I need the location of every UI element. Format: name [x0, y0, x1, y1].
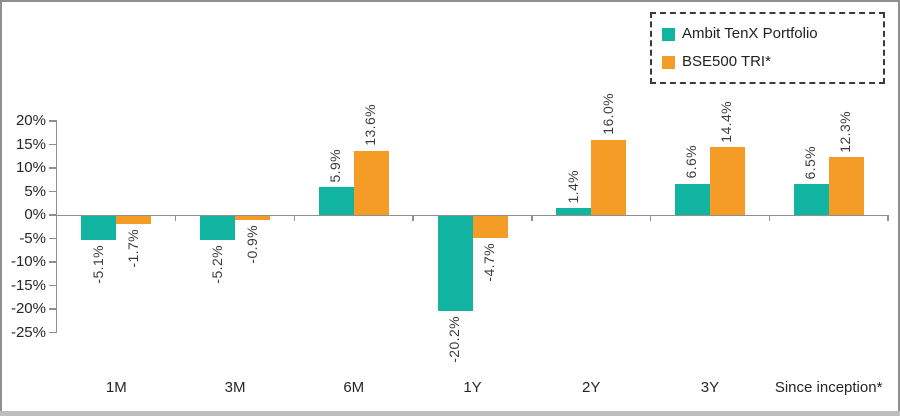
- y-axis-tick: [48, 120, 56, 122]
- y-axis-tick: [48, 190, 56, 193]
- bar-value-label: -4.7%: [481, 243, 497, 282]
- y-axis-tick-label: -10%: [10, 253, 46, 270]
- portfolio-bar: [318, 187, 354, 215]
- bar-value-label: 16.0%: [599, 93, 616, 135]
- benchmark-bar: [709, 147, 745, 215]
- bar-value-label: 6.5%: [802, 145, 819, 180]
- x-axis-tick: [293, 215, 296, 221]
- benchmark-bar: [828, 157, 864, 215]
- x-category-label: 6M: [343, 379, 365, 396]
- zero-axis-line: [57, 214, 888, 216]
- bar-value-label: -5.1%: [89, 244, 106, 284]
- y-axis-tick: [48, 167, 56, 169]
- portfolio-bar: [81, 216, 117, 240]
- x-category-label: 1M: [105, 379, 127, 396]
- portfolio-bar: [556, 208, 592, 215]
- y-axis-tick: [48, 308, 56, 310]
- benchmark-bar: [472, 216, 508, 239]
- bar-value-label: -0.9%: [243, 225, 260, 264]
- legend-label-benchmark: BSE500 TRI*: [682, 53, 771, 70]
- x-category-label: 3Y: [700, 379, 720, 396]
- y-axis-tick-label: -5%: [19, 229, 46, 247]
- y-axis-tick-label: -20%: [10, 300, 46, 317]
- y-axis-tick-label: -25%: [10, 323, 46, 341]
- benchmark-bar: [591, 139, 627, 215]
- bar-value-label: 5.9%: [327, 148, 344, 183]
- y-axis-tick: [48, 214, 56, 216]
- bar-value-label: -1.7%: [124, 228, 141, 268]
- bar-value-label: 1.4%: [564, 169, 581, 204]
- benchmark-swatch-icon: [662, 55, 675, 69]
- legend-label-portfolio: Ambit TenX Portfolio: [682, 25, 818, 42]
- x-category-label: 2Y: [582, 379, 601, 396]
- portfolio-bar: [793, 184, 829, 215]
- x-category-label: 3M: [224, 379, 246, 396]
- y-axis-line: [55, 120, 57, 333]
- legend-item-portfolio: Ambit TenX Portfolio: [662, 26, 883, 42]
- portfolio-bar: [674, 183, 710, 215]
- x-axis-tick: [174, 215, 177, 221]
- y-axis-tick: [48, 284, 56, 287]
- benchmark-bar: [235, 216, 271, 221]
- legend: Ambit TenX Portfolio BSE500 TRI*: [650, 12, 885, 84]
- bar-value-label: 6.6%: [683, 145, 700, 179]
- y-axis-tick-label: 10%: [15, 159, 46, 176]
- benchmark-bar: [353, 151, 389, 215]
- x-axis-tick: [412, 215, 414, 221]
- bar-value-label: 13.6%: [362, 104, 379, 147]
- x-category-label: Since inception*: [774, 379, 883, 396]
- y-axis-tick-label: 0%: [24, 206, 46, 223]
- x-axis-tick: [649, 215, 652, 221]
- y-axis-tick: [48, 331, 56, 334]
- bar-value-label: 14.4%: [718, 100, 735, 143]
- y-axis-tick: [48, 261, 56, 263]
- bar-value-label: -20.2%: [446, 315, 462, 363]
- bar-value-label: 12.3%: [837, 110, 854, 153]
- y-axis-tick-label: -15%: [10, 276, 46, 294]
- legend-item-benchmark: BSE500 TRI*: [662, 54, 883, 70]
- y-axis-tick-label: 5%: [24, 182, 46, 200]
- frame-bottom-strip: [0, 411, 900, 416]
- x-axis-tick: [887, 215, 889, 221]
- y-axis-tick-label: 20%: [15, 112, 46, 129]
- y-axis-tick: [48, 237, 56, 240]
- x-category-label: 1Y: [463, 379, 482, 396]
- x-axis-tick: [531, 215, 533, 221]
- portfolio-swatch-icon: [662, 27, 675, 41]
- x-axis-tick: [768, 215, 771, 221]
- y-axis-tick-label: 15%: [15, 135, 46, 153]
- portfolio-bar: [437, 216, 473, 311]
- bar-value-label: -5.2%: [208, 245, 225, 285]
- y-axis-tick: [48, 143, 56, 146]
- benchmark-bar: [116, 216, 152, 224]
- portfolio-bar: [200, 216, 236, 241]
